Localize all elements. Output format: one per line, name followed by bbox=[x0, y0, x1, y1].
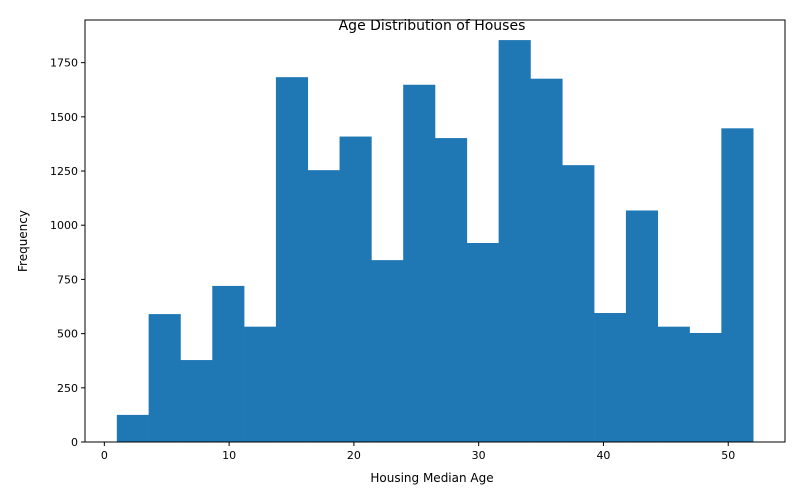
y-tick-label: 1000 bbox=[50, 219, 78, 232]
y-tick-label: 1250 bbox=[50, 165, 78, 178]
plot-frame bbox=[84, 19, 786, 443]
histogram-bar bbox=[116, 414, 149, 442]
y-axis-label: Frequency bbox=[16, 210, 30, 272]
x-tick-label: 10 bbox=[222, 449, 236, 462]
y-tick-label: 1750 bbox=[50, 57, 78, 70]
x-tick-label: 40 bbox=[596, 449, 610, 462]
histogram-bar bbox=[403, 84, 436, 443]
histogram-bar bbox=[180, 360, 213, 442]
histogram-bar bbox=[307, 170, 340, 442]
x-tick-label: 0 bbox=[101, 449, 108, 462]
histogram-bar bbox=[562, 165, 595, 442]
histogram-bar bbox=[148, 314, 181, 442]
bars-group bbox=[116, 40, 754, 443]
chart-title: Age Distribution of Houses bbox=[339, 18, 526, 34]
histogram-bar bbox=[275, 77, 309, 442]
histogram-bar bbox=[689, 332, 722, 442]
x-tick-label: 50 bbox=[721, 449, 735, 462]
y-axis-ticks: 0 250 500 750 1000 1250 1500 1750 bbox=[50, 57, 85, 449]
y-tick-label: 1500 bbox=[50, 111, 78, 124]
histogram-bar bbox=[212, 285, 245, 442]
histogram-bar bbox=[244, 326, 277, 442]
x-axis-label: Housing Median Age bbox=[370, 471, 493, 485]
y-tick-label: 500 bbox=[57, 328, 78, 341]
x-tick-label: 20 bbox=[347, 449, 361, 462]
histogram-bar bbox=[371, 260, 404, 442]
histogram-bar bbox=[625, 210, 659, 442]
histogram-bar bbox=[435, 138, 468, 442]
histogram-bar bbox=[530, 78, 563, 442]
x-tick-label: 30 bbox=[472, 449, 486, 462]
histogram-bar bbox=[721, 128, 754, 442]
histogram-bar bbox=[339, 136, 372, 443]
y-tick-label: 750 bbox=[57, 273, 78, 286]
y-tick-label: 250 bbox=[57, 382, 78, 395]
histogram-bar bbox=[657, 326, 690, 442]
histogram-bar bbox=[498, 40, 531, 442]
histogram-bar bbox=[466, 242, 499, 442]
x-axis-ticks: 0 10 20 30 40 50 bbox=[101, 442, 735, 462]
histogram-bar bbox=[594, 313, 627, 442]
y-tick-label: 0 bbox=[71, 436, 78, 449]
